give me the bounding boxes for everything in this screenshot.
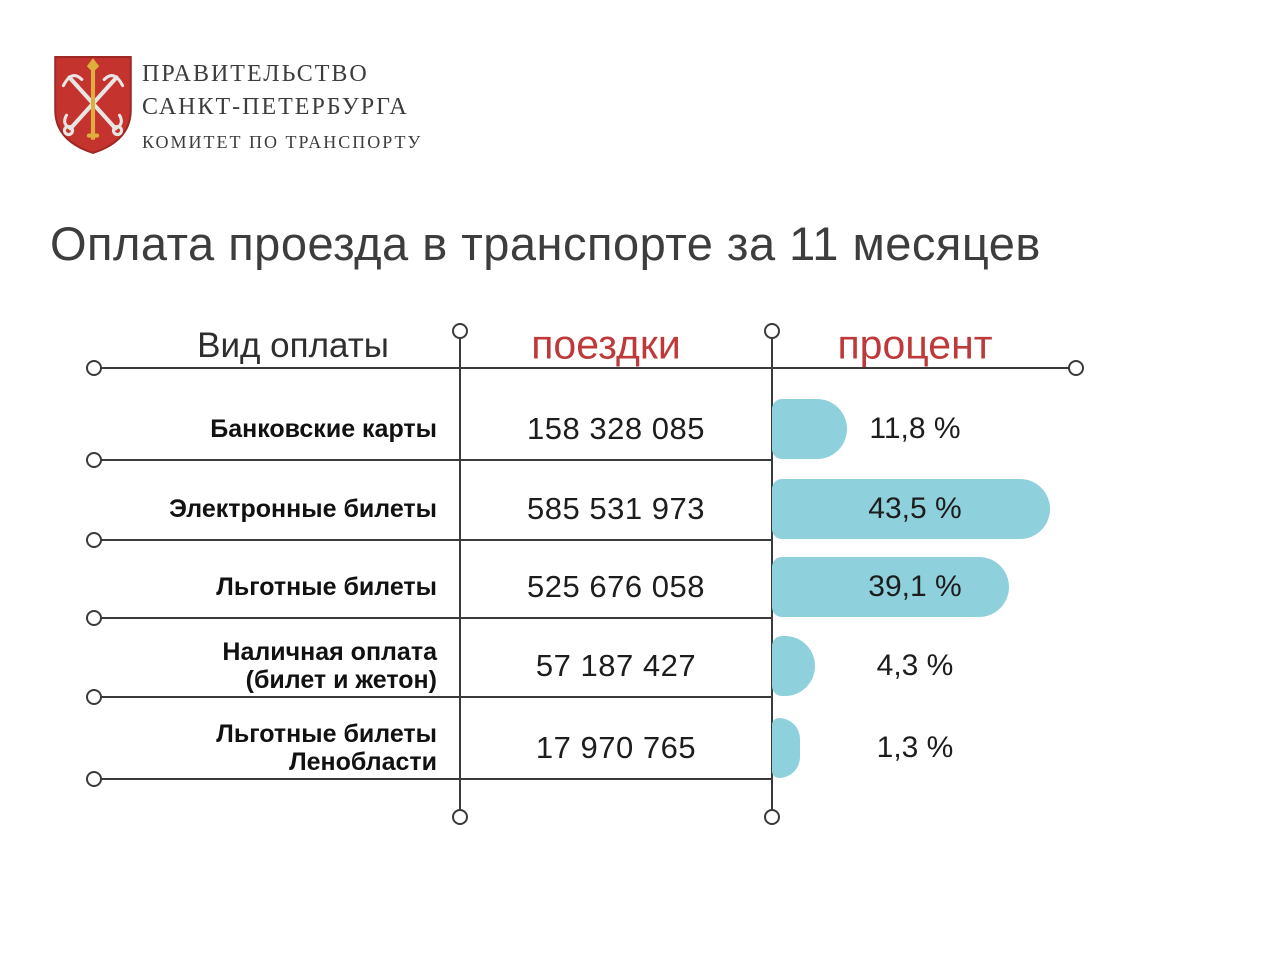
column-header-trips: поездки [531, 321, 681, 368]
row-label: Банковские карты [210, 415, 437, 443]
row-line-node [86, 610, 102, 626]
column-line-top-node-2 [764, 323, 780, 339]
column-header-payment-type: Вид оплаты [197, 326, 389, 365]
header-rule-right-node [1068, 360, 1084, 376]
percent-value: 43,5 % [868, 492, 962, 525]
row-separator [94, 539, 772, 541]
trips-value: 585 531 973 [527, 491, 705, 526]
column-divider-line-1 [459, 337, 461, 811]
percent-value: 39,1 % [868, 570, 962, 603]
column-header-percent: процент [837, 321, 993, 368]
column-line-bottom-node-2 [764, 809, 780, 825]
row-label-line: Льготные билеты [216, 720, 437, 748]
row-separator [94, 696, 772, 698]
row-line-node [86, 771, 102, 787]
header-rule [94, 367, 1076, 369]
row-separator [94, 778, 772, 780]
trips-value: 17 970 765 [535, 730, 697, 765]
org-line-1: ПРАВИТЕЛЬСТВО [142, 61, 369, 87]
row-label: Льготные билеты Ленобласти [216, 720, 437, 776]
row-label-line: Льготные билеты [216, 573, 437, 601]
header-rule-left-node [86, 360, 102, 376]
column-line-top-node-1 [452, 323, 468, 339]
org-name-block: ПРАВИТЕЛЬСТВО САНКТ-ПЕТЕРБУРГА КОМИТЕТ П… [142, 58, 422, 157]
org-line-2: САНКТ-ПЕТЕРБУРГА [142, 94, 409, 120]
page-title: Оплата проезда в транспорте за 11 месяце… [50, 217, 1041, 270]
row-separator [94, 459, 772, 461]
row-label-line: Наличная оплата [222, 638, 437, 666]
percent-bar [772, 718, 800, 778]
row-label-line: Банковские карты [210, 415, 437, 443]
trips-value: 57 187 427 [535, 648, 697, 683]
row-label-line: Ленобласти [289, 748, 437, 776]
column-line-bottom-node-1 [452, 809, 468, 825]
row-label: Наличная оплата (билет и жетон) [222, 638, 437, 694]
percent-value: 1,3 % [876, 731, 954, 764]
spb-coat-of-arms [52, 54, 134, 161]
coat-of-arms-icon [54, 56, 132, 155]
row-separator [94, 617, 772, 619]
row-label-line: Электронные билеты [169, 495, 437, 523]
trips-value: 525 676 058 [527, 569, 705, 604]
percent-bar [772, 636, 815, 696]
trips-value: 158 328 085 [527, 411, 705, 446]
row-line-node [86, 689, 102, 705]
row-label-line: (билет и жетон) [245, 666, 437, 694]
percent-bar [772, 399, 847, 459]
row-line-node [86, 452, 102, 468]
row-label: Льготные билеты [216, 573, 437, 601]
row-label: Электронные билеты [169, 495, 437, 523]
percent-value: 11,8 % [869, 412, 961, 445]
row-line-node [86, 532, 102, 548]
percent-bar [772, 557, 1009, 617]
percent-value: 4,3 % [876, 649, 954, 682]
org-line-3: КОМИТЕТ ПО ТРАНСПОРТУ [142, 132, 423, 152]
percent-bar [772, 479, 1050, 539]
